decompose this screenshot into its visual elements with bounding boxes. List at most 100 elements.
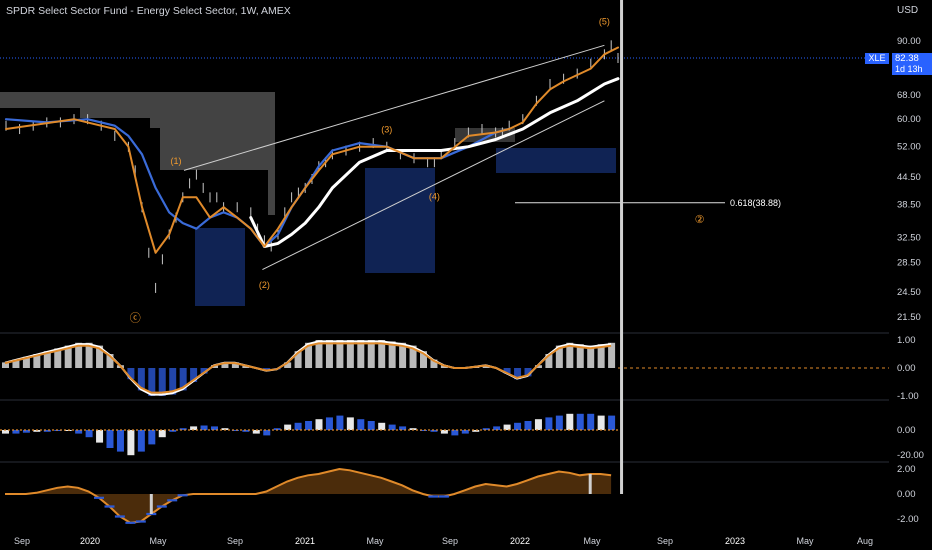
- hist-bar: [33, 430, 41, 432]
- time-axis-tick-5: May: [366, 536, 384, 546]
- hist-bar: [221, 428, 229, 430]
- osc1-bar: [420, 351, 427, 368]
- osc1-bar: [608, 342, 616, 368]
- osc1-bar: [399, 342, 407, 368]
- wave-label: (5): [599, 17, 610, 27]
- osc1-bar: [514, 368, 522, 380]
- osc1-bar: [346, 340, 354, 368]
- osc1-bar: [587, 345, 595, 368]
- demand-zone-3: [496, 148, 616, 173]
- hist-bar: [430, 430, 438, 432]
- osc1-bar: [409, 345, 417, 368]
- last-price-value: 82.38: [892, 53, 932, 64]
- osc1-axis-tick-1: 0.00: [897, 363, 916, 374]
- osc1-bar: [43, 351, 51, 368]
- price-axis-tick-10: 21.50: [897, 312, 921, 323]
- hist-bar: [336, 415, 344, 430]
- osc1-bar: [357, 340, 365, 368]
- osc1-bar: [33, 354, 41, 368]
- demand-zone-1: [195, 228, 245, 306]
- hist-bar: [325, 417, 333, 430]
- osc1-bar: [388, 341, 396, 368]
- wave-label: (3): [381, 124, 392, 134]
- hist-bar: [367, 421, 375, 430]
- hist-bar: [472, 430, 480, 432]
- hist-bar: [75, 430, 83, 434]
- price-axis-tick-5: 44.50: [897, 172, 921, 183]
- osc1-bar: [503, 368, 511, 374]
- time-axis-tick-6: Sep: [442, 536, 458, 546]
- price-axis-tick-3: 60.00: [897, 114, 921, 125]
- hist-bar: [169, 430, 177, 432]
- hist-bar: [534, 419, 542, 430]
- time-axis-tick-10: 2023: [725, 536, 745, 546]
- hist-bar: [231, 430, 239, 431]
- hist-bar: [315, 419, 323, 430]
- hist-axis-tick-1: -20.00: [897, 450, 924, 461]
- osc1-bar: [294, 351, 302, 368]
- hist-bar: [524, 421, 532, 430]
- osc1-bar: [534, 365, 542, 368]
- resistance-zone: [0, 92, 275, 215]
- wave-label: ②: [695, 214, 705, 226]
- time-axis-tick-3: Sep: [227, 536, 243, 546]
- hist-bar: [137, 430, 145, 452]
- osc1-bar: [158, 368, 166, 396]
- osc1-bar: [231, 362, 239, 368]
- hist-bar: [12, 430, 20, 434]
- hist-bar: [85, 430, 93, 438]
- last-price-badge: XLE 82.38 1d 13h: [865, 53, 932, 75]
- hist-bar: [148, 430, 156, 445]
- osc1-bar: [597, 344, 605, 368]
- osc1-bar: [54, 348, 62, 368]
- price-axis-tick-6: 38.50: [897, 200, 921, 211]
- hist-bar: [127, 430, 135, 456]
- osc3-axis-tick-1: 0.00: [897, 489, 916, 500]
- hist-bar: [263, 430, 271, 436]
- hist-bar: [503, 424, 511, 430]
- hist-bar: [2, 430, 9, 434]
- hist-bar: [116, 430, 124, 452]
- osc1-bar: [378, 340, 386, 368]
- bar-time-left: 1d 13h: [892, 64, 932, 75]
- osc1-bar: [315, 340, 323, 368]
- osc1-bar: [22, 356, 30, 368]
- osc1-axis-tick-2: -1.00: [897, 391, 919, 402]
- osc1-bar: [12, 359, 20, 368]
- hist-bar: [597, 415, 605, 430]
- hist-bar: [576, 413, 584, 430]
- osc1-bar: [75, 342, 83, 368]
- demand-zone-2: [365, 168, 435, 273]
- hist-bar: [190, 426, 198, 430]
- hist-bar: [305, 421, 313, 430]
- hist-bar: [294, 422, 302, 430]
- ema-fast-line: [5, 46, 619, 254]
- osc1-axis-tick-0: 1.00: [897, 335, 916, 346]
- hist-bar: [545, 417, 553, 430]
- price-axis-tick-0: 90.00: [897, 36, 921, 47]
- time-axis-tick-8: May: [583, 536, 601, 546]
- osc1-bar: [190, 368, 198, 382]
- osc1-bar: [200, 368, 208, 374]
- osc1-bar: [566, 342, 574, 368]
- hist-bar: [461, 430, 469, 434]
- hist-bar: [252, 430, 260, 434]
- hist-bar: [106, 430, 114, 448]
- osc3-axis-tick-0: 2.00: [897, 464, 916, 475]
- osc1-bar: [284, 362, 292, 368]
- hist-bar: [608, 415, 616, 430]
- hist-bar: [22, 430, 30, 433]
- osc3-line: [5, 467, 612, 524]
- price-axis-tick-9: 24.50: [897, 287, 921, 298]
- hist-bar: [200, 425, 208, 430]
- hist-bar: [43, 430, 51, 432]
- hist-bar: [179, 428, 187, 430]
- currency-label: USD: [897, 5, 919, 16]
- wave-label: ⓒ: [130, 312, 141, 325]
- hist-bar: [388, 424, 396, 430]
- osc1-bar: [106, 354, 114, 368]
- price-axis-tick-8: 28.50: [897, 258, 921, 269]
- osc1-bar: [524, 368, 532, 377]
- price-axis-tick-7: 32.50: [897, 232, 921, 243]
